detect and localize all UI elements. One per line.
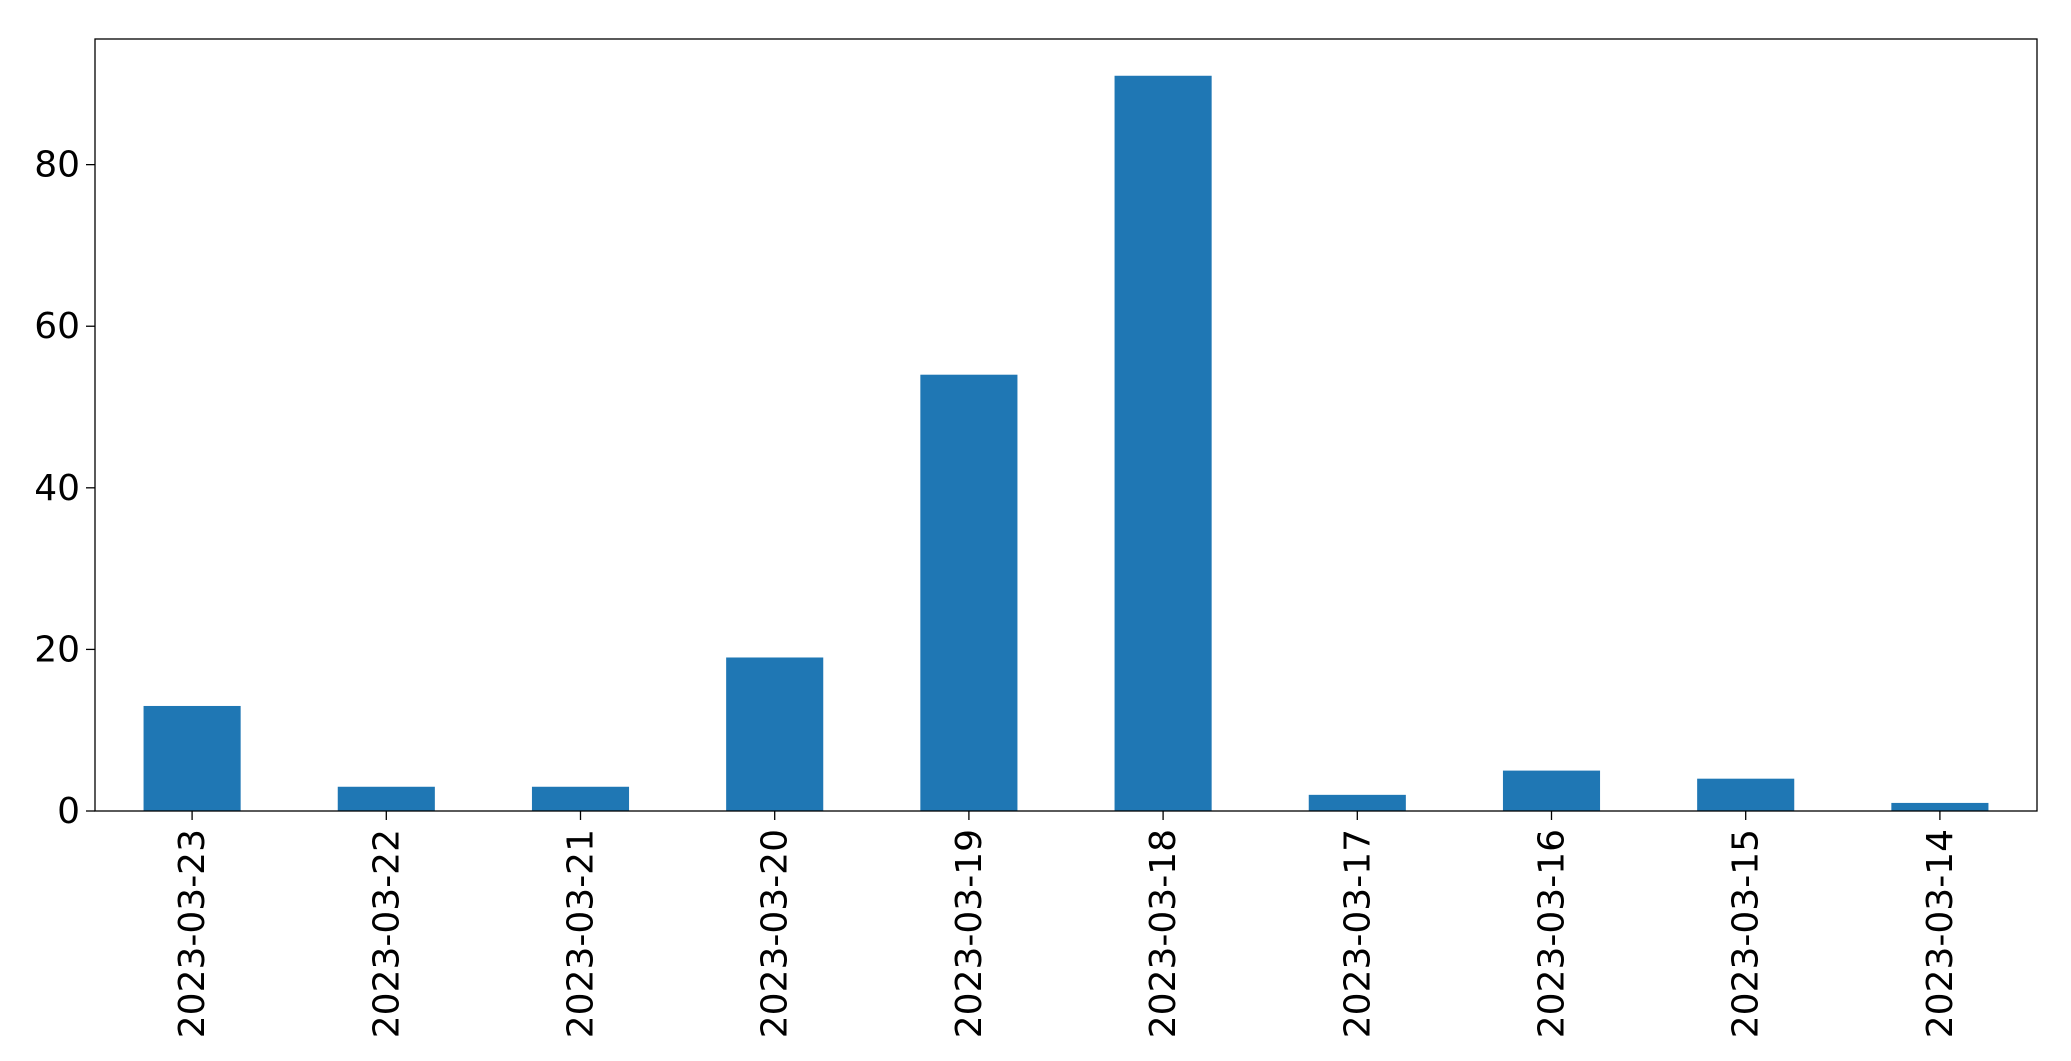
x-tick-label: 2023-03-20 [755, 829, 796, 1038]
bar-2023-03-14 [1891, 802, 1989, 811]
x-tick-label: 2023-03-17 [1337, 829, 1378, 1038]
bars-layer [143, 75, 1989, 811]
bar-2023-03-18 [1114, 75, 1212, 811]
x-tick-label: 2023-03-15 [1726, 829, 1767, 1038]
y-tick-label: 60 [34, 306, 80, 347]
x-tick-label: 2023-03-18 [1143, 829, 1184, 1038]
bar-2023-03-23 [143, 705, 241, 811]
y-tick-label: 0 [57, 791, 80, 832]
x-tick-label: 2023-03-21 [561, 829, 602, 1038]
y-tick-label: 40 [34, 468, 80, 509]
x-tick-label: 2023-03-22 [366, 829, 407, 1038]
x-tick-label: 2023-03-16 [1532, 829, 1573, 1038]
bar-2023-03-22 [337, 786, 435, 811]
x-axis: 2023-03-23 2023-03-22 2023-03-21 2023-03-20… [172, 811, 1961, 1038]
x-tick-label: 2023-03-23 [172, 829, 213, 1038]
bar-2023-03-17 [1308, 794, 1406, 811]
plot-frame [94, 38, 2038, 812]
y-axis: 0 20 40 60 80 [34, 145, 95, 832]
x-tick-label: 2023-03-19 [949, 829, 990, 1038]
bar-2023-03-16 [1502, 770, 1601, 811]
bar-2023-03-19 [920, 374, 1018, 811]
bar-2023-03-20 [726, 657, 824, 811]
x-tick-label: 2023-03-14 [1920, 829, 1961, 1038]
y-tick-label: 20 [34, 629, 80, 670]
y-tick-label: 80 [34, 145, 80, 186]
bar-2023-03-15 [1697, 778, 1795, 811]
bar-2023-03-21 [531, 786, 630, 811]
